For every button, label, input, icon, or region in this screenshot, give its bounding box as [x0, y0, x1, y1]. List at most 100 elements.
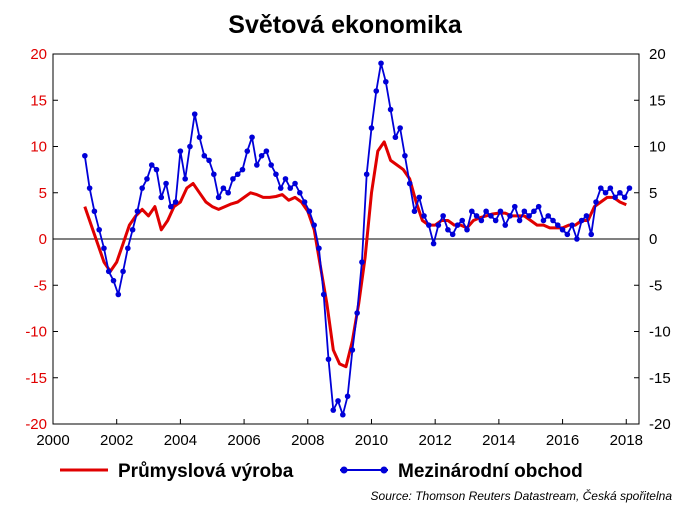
- series-point-1: [354, 310, 360, 316]
- series-point-1: [540, 217, 547, 224]
- series-point-1: [230, 176, 236, 182]
- series-point-1: [387, 106, 394, 113]
- series-point-1: [554, 222, 561, 228]
- series-point-1: [168, 203, 174, 210]
- series-point-1: [578, 217, 585, 224]
- series-point-1: [535, 203, 542, 210]
- series-point-1: [287, 185, 294, 191]
- series-point-1: [583, 213, 590, 219]
- series-point-1: [468, 208, 475, 215]
- series-point-1: [101, 245, 107, 252]
- series-point-1: [545, 213, 552, 219]
- series-point-1: [378, 60, 384, 67]
- series-point-1: [511, 203, 518, 210]
- series-point-1: [406, 180, 413, 187]
- x-axis: 2000 2002 2004 2006 2008 2010 2012 2014 2016 2018: [36, 419, 643, 449]
- series-point-1: [402, 152, 408, 159]
- x-tick-label: 2008: [291, 432, 324, 449]
- x-tick-label: 2014: [482, 432, 515, 449]
- series-point-1: [191, 111, 198, 117]
- series-point-1: [306, 208, 313, 215]
- series-point-1: [340, 411, 346, 418]
- series-point-1: [115, 291, 122, 298]
- series-point-1: [153, 166, 160, 173]
- legend: Průmyslová výroba Mezinárodní obchod: [60, 461, 583, 482]
- y-tick-label-left: 5: [39, 185, 47, 202]
- x-tick-label: 2002: [100, 432, 133, 449]
- series-point-1: [187, 143, 193, 150]
- y-tick-label-left: 15: [30, 92, 47, 109]
- series-point-1: [254, 162, 260, 168]
- x-tick-label: 2018: [610, 432, 643, 449]
- x-tick-label: 2010: [355, 432, 388, 449]
- y-tick-label-right: -5: [649, 277, 662, 294]
- series-point-1: [96, 226, 102, 233]
- series-point-1: [163, 180, 169, 187]
- series-point-1: [144, 176, 150, 182]
- series-point-1: [440, 213, 446, 219]
- series-point-1: [612, 194, 618, 201]
- series-point-1: [492, 217, 499, 224]
- series-point-1: [602, 189, 609, 196]
- series-point-1: [335, 398, 341, 404]
- series-point-1: [454, 222, 461, 228]
- series-point-1: [220, 185, 227, 191]
- series-point-1: [626, 185, 633, 191]
- series-point-1: [597, 185, 604, 191]
- series-point-1: [344, 393, 351, 400]
- series-point-1: [383, 78, 389, 85]
- source-note: Source: Thomson Reuters Datastream, Česk…: [371, 488, 673, 503]
- series-point-1: [564, 231, 571, 238]
- series-point-1: [282, 176, 289, 182]
- series-point-1: [134, 208, 141, 215]
- series-point-1: [292, 180, 298, 187]
- series-point-1: [239, 166, 246, 173]
- series-point-1: [550, 217, 556, 224]
- chart-title: Světová ekonomika: [228, 11, 463, 39]
- series-point-1: [497, 208, 504, 215]
- series-point-1: [177, 148, 184, 154]
- series-point-1: [488, 213, 494, 219]
- series-point-1: [373, 88, 380, 94]
- series-point-1: [359, 259, 365, 265]
- y-tick-label-left: 10: [30, 139, 47, 156]
- y-tick-label-left: -15: [25, 370, 47, 387]
- y-tick-label-left: 20: [30, 46, 47, 63]
- series-point-1: [211, 171, 217, 178]
- series-point-1: [277, 185, 284, 191]
- x-tick-label: 2004: [164, 432, 197, 449]
- series-point-1: [158, 194, 165, 201]
- series-point-1: [110, 277, 117, 284]
- series-point-1: [263, 148, 270, 154]
- series-point-1: [526, 213, 532, 219]
- y-tick-label-left: -10: [25, 324, 47, 341]
- x-tick-label: 2016: [546, 432, 579, 449]
- series-point-1: [507, 213, 513, 219]
- series-point-1: [234, 171, 241, 178]
- series-point-1: [249, 134, 255, 141]
- y-tick-label-right: 5: [649, 185, 657, 202]
- y-tick-label-right: 0: [649, 231, 657, 248]
- series-point-1: [621, 194, 628, 201]
- series-point-1: [244, 148, 251, 154]
- series-point-1: [483, 208, 489, 215]
- series-point-1: [516, 217, 523, 224]
- series-point-1: [593, 199, 599, 205]
- series-point-1: [196, 134, 203, 141]
- series-point-1: [617, 189, 623, 196]
- series-point-1: [330, 407, 337, 413]
- series-point-1: [206, 157, 212, 164]
- series-point-1: [574, 236, 580, 242]
- series-point-1: [421, 213, 427, 219]
- y-tick-label-right: 20: [649, 46, 666, 63]
- y-tick-label-right: 15: [649, 92, 666, 109]
- y-tick-label-left: 0: [39, 231, 47, 248]
- series-point-1: [363, 171, 370, 178]
- series-point-1: [397, 125, 403, 131]
- y-tick-label-right: 10: [649, 139, 666, 156]
- legend-label-industrial: Průmyslová výroba: [118, 461, 294, 482]
- series-point-1: [459, 217, 466, 224]
- series-point-1: [215, 194, 222, 201]
- series-point-1: [588, 231, 595, 238]
